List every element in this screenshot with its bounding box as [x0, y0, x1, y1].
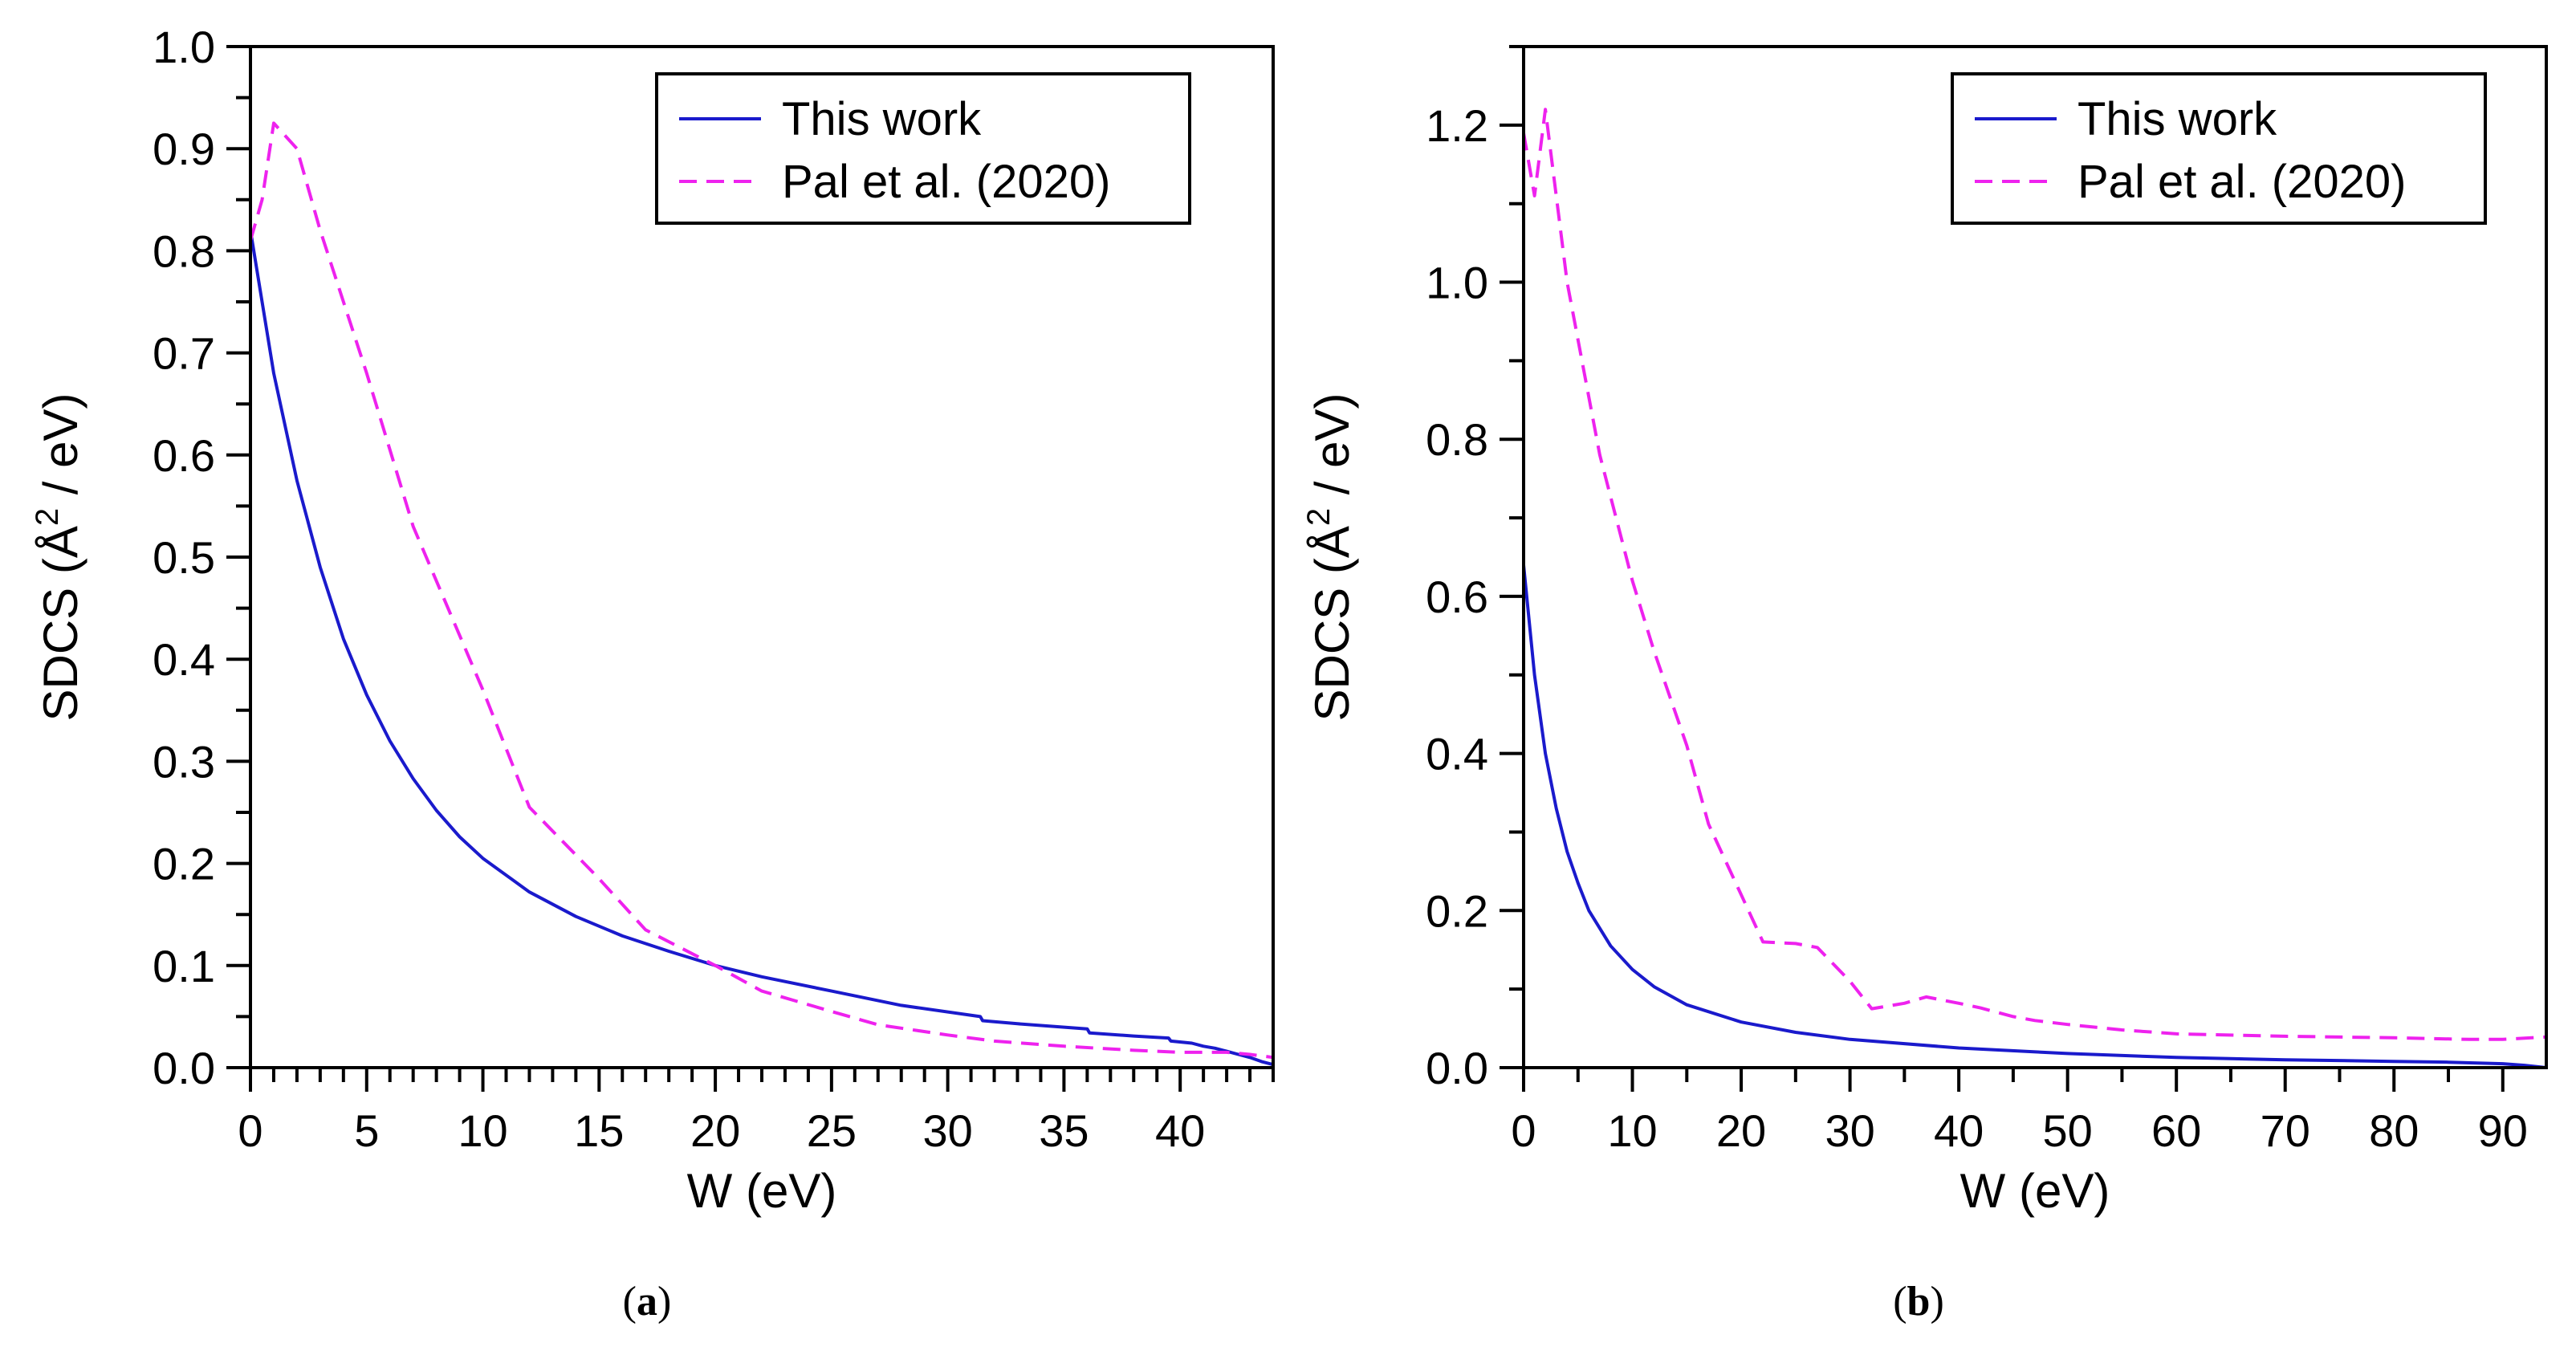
- y-axis-label: SDCS (Å2 / eV): [30, 393, 87, 721]
- y-tick-label: 0.6: [1426, 572, 1488, 622]
- legend-box: [1951, 72, 2487, 225]
- y-tick-label: 1.2: [1426, 100, 1488, 151]
- y-axis-label: SDCS (Å2 / eV): [1301, 393, 1359, 721]
- x-tick-label: 35: [1039, 1105, 1089, 1156]
- x-tick-label: 20: [1716, 1105, 1766, 1156]
- y-tick-label: 0.1: [153, 941, 215, 991]
- x-tick-label: 15: [574, 1105, 624, 1156]
- x-tick-label: 0: [1511, 1105, 1536, 1156]
- y-tick-label: 1.0: [1426, 258, 1488, 308]
- y-axis-label-main: SDCS (Å: [1305, 526, 1359, 721]
- y-tick-label: 0.4: [153, 634, 215, 685]
- legend-label: Pal et al. (2020): [2077, 156, 2406, 208]
- y-tick-label: 0.8: [1426, 414, 1488, 465]
- x-tick-label: 20: [690, 1105, 740, 1156]
- series-line-pal-et-al: [250, 121, 1273, 1060]
- y-tick-label: 0.0: [1426, 1043, 1488, 1093]
- legend-label: This work: [782, 93, 982, 145]
- x-tick-label: 90: [2478, 1105, 2528, 1156]
- x-tick-label: 50: [2043, 1105, 2093, 1156]
- legend-label: Pal et al. (2020): [782, 156, 1110, 208]
- caption-a: (a): [623, 1279, 672, 1325]
- y-tick-label: 0.2: [1426, 885, 1488, 936]
- y-tick-label: 0.2: [153, 839, 215, 889]
- x-tick-label: 30: [1825, 1105, 1874, 1156]
- panel-b: 0 10 20 30 40 50 60 70 80 90 0.0 0.2 0.4 0.6 0.8 1.0 1.2…: [1301, 45, 2548, 1218]
- y-axis-label-main: SDCS (Å: [34, 526, 87, 721]
- y-tick-label: 0.4: [1426, 729, 1488, 779]
- y-tick-label: 0.3: [153, 736, 215, 787]
- x-tick-label: 60: [2151, 1105, 2201, 1156]
- plot-frame: [1522, 45, 2548, 1069]
- y-tick-label: 0.9: [153, 124, 215, 174]
- x-tick-label: 25: [807, 1105, 857, 1156]
- y-tick-label: 1.0: [153, 22, 215, 72]
- y-tick-label: 0.5: [153, 532, 215, 583]
- x-tick-label: 30: [922, 1105, 972, 1156]
- legend-label: This work: [2077, 93, 2277, 145]
- y-axis-label-sup: 2: [1301, 508, 1337, 526]
- caption-b: (b): [1893, 1279, 1944, 1325]
- x-tick-label: 70: [2261, 1105, 2310, 1156]
- x-tick-label: 40: [1155, 1105, 1205, 1156]
- x-tick-label: 10: [1607, 1105, 1657, 1156]
- x-tick-label: 0: [238, 1105, 262, 1156]
- legend-box: [655, 72, 1191, 225]
- series-line-this-work: [1524, 564, 2546, 1068]
- y-tick-label: 0.7: [153, 328, 215, 379]
- panel-a: 0 5 10 15 20 25 30 35 40 0.0 0.1 0.2 0.3 0.4 0.5 0.6 0.7…: [30, 22, 1275, 1218]
- y-tick-label: 0.8: [153, 226, 215, 276]
- y-tick-label: 0.0: [153, 1043, 215, 1093]
- y-axis-label-sup: 2: [30, 508, 65, 526]
- x-tick-label: 10: [458, 1105, 507, 1156]
- y-axis-label-unit: / eV): [34, 393, 87, 507]
- x-tick-label: 80: [2369, 1105, 2419, 1156]
- x-axis-label: W (eV): [687, 1164, 837, 1218]
- series-line-pal-et-al: [1524, 108, 2546, 1041]
- y-axis-label-unit: / eV): [1305, 393, 1359, 507]
- x-axis-label: W (eV): [1960, 1164, 2110, 1218]
- y-tick-label: 0.6: [153, 430, 215, 481]
- x-tick-label: 5: [354, 1105, 379, 1156]
- x-tick-label: 40: [1934, 1105, 1984, 1156]
- series-line-this-work: [250, 230, 1273, 1067]
